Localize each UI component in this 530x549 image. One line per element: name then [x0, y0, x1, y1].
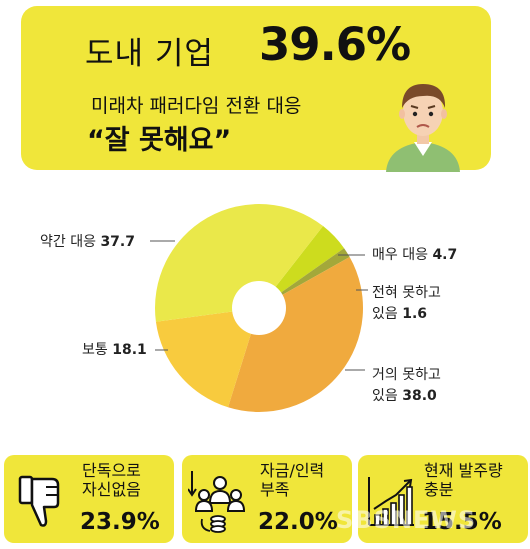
pie-slice-4 [155, 308, 259, 408]
label-jeonhyeo-value: 1.6 [402, 306, 428, 322]
reason-label-2: 자금/인력 부족 [260, 461, 325, 499]
label-geoui: 거의 못하고 있음 38.0 [372, 365, 441, 407]
headline-panel: 도내 기업 39.6% 미래차 패러다임 전환 대응 “잘 못해요” [21, 6, 491, 172]
label-yakgan-value: 37.7 [100, 234, 135, 250]
pie-slice-3 [228, 257, 364, 412]
label-maeu-text: 매우 대응 [372, 247, 428, 263]
headline-subtitle: 미래차 패러다임 전환 대응 [91, 95, 302, 117]
label-jeonhyeo: 전혀 못하고 있음 1.6 [372, 283, 441, 325]
headline-percentage: 39.6% [259, 18, 411, 71]
headline-subject: 도내 기업 [85, 36, 214, 72]
donut-chart [155, 203, 364, 412]
watermark-logo: SBSNEWS [336, 506, 477, 534]
label-botong: 보통 18.1 [82, 340, 147, 361]
people-money-icon [188, 471, 246, 533]
label-geoui-line1: 거의 못하고 [372, 367, 441, 383]
donut-hole [232, 281, 286, 335]
pie-slice-2 [259, 248, 350, 308]
reason-card-1: 단독으로 자신없음 23.9% [4, 455, 174, 543]
label-jeonhyeo-line2: 있음 [372, 306, 398, 322]
reason-value-3: 15.5% [422, 509, 502, 535]
label-yakgan: 약간 대응 37.7 [40, 232, 135, 253]
label-jeonhyeo-line1: 전혀 못하고 [372, 285, 441, 301]
bar-growth-icon [368, 477, 414, 526]
reason-label-3: 현재 발주량 충분 [424, 461, 503, 499]
worried-person-icon [386, 84, 460, 172]
label-botong-text: 보통 [82, 342, 108, 358]
reason-value-1: 23.9% [80, 509, 160, 535]
label-maeu: 매우 대응 4.7 [372, 245, 457, 266]
label-botong-value: 18.1 [112, 342, 147, 358]
label-maeu-value: 4.7 [432, 247, 458, 263]
reason-card-3: 현재 발주량 충분 15.5% [358, 455, 528, 543]
reason-card-2: 자금/인력 부족 22.0% [182, 455, 352, 543]
thumbs-down-icon [18, 475, 60, 527]
pie-slice-5 [155, 203, 324, 322]
headline-quote: “잘 못해요” [87, 125, 232, 156]
label-geoui-value: 38.0 [402, 388, 437, 404]
label-yakgan-text: 약간 대응 [40, 234, 96, 250]
pie-slice-1 [259, 226, 345, 308]
label-geoui-line2: 있음 [372, 388, 398, 404]
reason-label-1: 단독으로 자신없음 [82, 461, 141, 499]
reason-value-2: 22.0% [258, 509, 338, 535]
